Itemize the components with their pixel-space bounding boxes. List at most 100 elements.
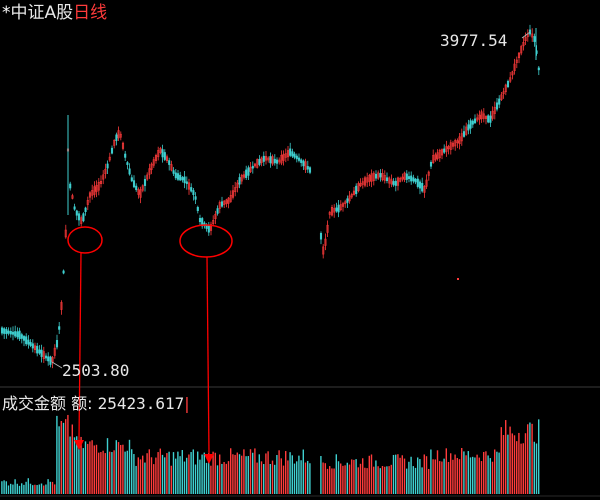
volume-bar (397, 454, 399, 494)
volume-bar (243, 449, 245, 494)
volume-bar (324, 463, 326, 494)
volume-bar (533, 441, 535, 494)
volume-bar (278, 450, 280, 494)
volume-bar (507, 434, 509, 494)
candle-body (410, 175, 413, 182)
candle-body (304, 161, 307, 170)
candle-body (16, 331, 19, 338)
annotation-arrow-2 (206, 256, 210, 455)
candle-body (11, 331, 15, 335)
candle-body (425, 179, 428, 187)
volume-bar (60, 421, 62, 494)
candle-body (139, 189, 142, 198)
volume-bar (496, 451, 498, 494)
candle-body (511, 71, 514, 76)
volume-bar (535, 443, 538, 494)
volume-bar (7, 485, 10, 494)
volume-bar (366, 468, 368, 494)
volume-bar (131, 449, 133, 494)
candle-body (517, 52, 521, 59)
candle-body (429, 161, 433, 167)
candle-body (245, 169, 248, 178)
candle-body (337, 204, 340, 213)
candle-body (47, 356, 50, 362)
annotation-arrow-1 (78, 252, 82, 441)
candle-body (53, 347, 56, 356)
volume-bar (458, 459, 461, 494)
candle-body (322, 246, 325, 255)
volume-bar (190, 452, 192, 494)
candle-body (106, 163, 109, 169)
candle-body (297, 157, 301, 161)
candle-body (220, 201, 224, 207)
volume-bar (29, 483, 32, 494)
volume-bar (104, 453, 106, 494)
candle-body (275, 159, 279, 164)
volume-bar (516, 441, 518, 494)
volume-bar (157, 452, 159, 494)
candle-body (355, 185, 358, 195)
candle-body (190, 187, 193, 192)
volume-bar (186, 457, 188, 494)
volume-bar (408, 461, 410, 494)
candle-body (38, 349, 41, 354)
volume-bar (399, 457, 401, 494)
candle-body (482, 113, 485, 119)
volume-bar (179, 456, 181, 494)
candle-body (176, 173, 180, 180)
volume-bar (384, 466, 386, 494)
candle-body (119, 133, 122, 138)
candle-body (29, 342, 32, 346)
candle-body (161, 149, 164, 158)
candle-body (36, 345, 39, 354)
candle-body (366, 177, 369, 183)
period-label[interactable]: 日线 (73, 3, 108, 23)
candle-body (229, 195, 232, 202)
candle-body (97, 181, 100, 191)
volume-bar (210, 465, 212, 494)
volume-bar (62, 422, 65, 494)
candle-body (60, 302, 63, 310)
volume-bar (117, 442, 120, 494)
volume-bar (419, 459, 421, 494)
candle-body (394, 180, 397, 186)
candle-body (493, 106, 496, 114)
volume-bar (166, 453, 168, 494)
volume-bar (249, 449, 252, 494)
candle-body (363, 177, 367, 186)
candle-body (445, 146, 448, 152)
volume-bar (386, 466, 388, 494)
candle-body (513, 63, 516, 72)
volume-bar (355, 459, 357, 494)
candle-body (449, 142, 452, 150)
volume-bar (474, 457, 476, 494)
candle-body (247, 167, 250, 176)
volume-bar (337, 461, 340, 494)
candle-body (209, 224, 213, 231)
volume-bar (221, 463, 223, 494)
candle-body (91, 190, 94, 196)
candle-body (335, 207, 338, 212)
volume-bar (38, 484, 40, 494)
volume-bar (489, 458, 491, 494)
candle-body (55, 340, 59, 348)
volume-bar (192, 449, 194, 494)
candle-body (456, 140, 459, 144)
volume-bar (467, 451, 469, 494)
volume-bar (49, 481, 51, 494)
volume-bar (368, 455, 370, 494)
candle-body (432, 155, 435, 164)
volume-bar (414, 467, 417, 494)
volume-bar (282, 465, 285, 494)
volume-bar (518, 432, 520, 494)
volume-bar (395, 454, 397, 494)
candle-body (185, 181, 188, 184)
candle-body (9, 330, 12, 335)
candle-body (506, 80, 510, 88)
candle-body (280, 154, 283, 164)
candle-body (357, 183, 360, 191)
candle-body (491, 110, 494, 119)
volume-bar (304, 462, 307, 494)
candle-body (289, 148, 292, 156)
